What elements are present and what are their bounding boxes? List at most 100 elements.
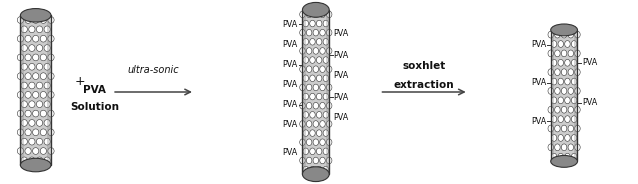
Ellipse shape bbox=[306, 84, 312, 91]
Ellipse shape bbox=[548, 88, 554, 94]
Text: ultra-sonic: ultra-sonic bbox=[128, 65, 179, 75]
Ellipse shape bbox=[17, 35, 24, 42]
Ellipse shape bbox=[29, 45, 35, 52]
Bar bbox=[20, 15, 51, 165]
Ellipse shape bbox=[572, 78, 577, 85]
Ellipse shape bbox=[33, 54, 39, 61]
Ellipse shape bbox=[558, 116, 563, 123]
Ellipse shape bbox=[327, 66, 332, 72]
Ellipse shape bbox=[36, 101, 43, 108]
Ellipse shape bbox=[44, 138, 50, 145]
Ellipse shape bbox=[320, 48, 325, 54]
Ellipse shape bbox=[548, 69, 554, 76]
Ellipse shape bbox=[25, 35, 31, 42]
Ellipse shape bbox=[25, 148, 31, 154]
Ellipse shape bbox=[40, 91, 47, 98]
Ellipse shape bbox=[558, 41, 563, 47]
Text: soxhlet: soxhlet bbox=[403, 61, 446, 71]
Ellipse shape bbox=[36, 157, 43, 164]
Ellipse shape bbox=[568, 69, 574, 76]
Ellipse shape bbox=[44, 63, 50, 70]
Bar bbox=[551, 30, 577, 161]
Ellipse shape bbox=[17, 148, 24, 154]
Ellipse shape bbox=[306, 29, 312, 36]
Ellipse shape bbox=[21, 26, 27, 33]
Ellipse shape bbox=[33, 35, 39, 42]
Ellipse shape bbox=[320, 121, 325, 127]
Ellipse shape bbox=[323, 57, 329, 63]
Ellipse shape bbox=[33, 110, 39, 117]
Ellipse shape bbox=[316, 166, 322, 173]
Ellipse shape bbox=[302, 167, 329, 182]
Ellipse shape bbox=[313, 84, 318, 91]
Ellipse shape bbox=[33, 73, 39, 79]
Ellipse shape bbox=[548, 125, 554, 132]
Ellipse shape bbox=[565, 59, 570, 66]
Ellipse shape bbox=[561, 31, 567, 38]
Ellipse shape bbox=[300, 48, 305, 54]
Ellipse shape bbox=[303, 38, 309, 45]
Ellipse shape bbox=[44, 82, 50, 89]
Bar bbox=[302, 10, 329, 174]
Ellipse shape bbox=[309, 38, 315, 45]
Ellipse shape bbox=[313, 48, 318, 54]
Ellipse shape bbox=[327, 84, 332, 91]
Ellipse shape bbox=[44, 101, 50, 108]
Ellipse shape bbox=[44, 120, 50, 126]
Ellipse shape bbox=[33, 148, 39, 154]
Ellipse shape bbox=[48, 73, 54, 79]
Ellipse shape bbox=[551, 153, 557, 160]
Ellipse shape bbox=[565, 78, 570, 85]
Ellipse shape bbox=[568, 88, 574, 94]
Ellipse shape bbox=[306, 48, 312, 54]
Ellipse shape bbox=[25, 17, 31, 23]
Ellipse shape bbox=[313, 121, 318, 127]
Ellipse shape bbox=[551, 97, 557, 104]
Text: PVA: PVA bbox=[582, 98, 597, 107]
Text: PVA: PVA bbox=[531, 78, 546, 87]
Ellipse shape bbox=[548, 31, 554, 38]
Ellipse shape bbox=[309, 166, 315, 173]
Ellipse shape bbox=[572, 116, 577, 123]
Ellipse shape bbox=[551, 59, 557, 66]
Ellipse shape bbox=[303, 112, 309, 118]
Ellipse shape bbox=[17, 17, 24, 23]
Ellipse shape bbox=[21, 101, 27, 108]
Ellipse shape bbox=[21, 157, 27, 164]
Ellipse shape bbox=[300, 66, 305, 72]
Text: PVA: PVA bbox=[283, 60, 298, 69]
Ellipse shape bbox=[320, 139, 325, 146]
Ellipse shape bbox=[300, 102, 305, 109]
Ellipse shape bbox=[558, 78, 563, 85]
Ellipse shape bbox=[575, 106, 580, 113]
Ellipse shape bbox=[309, 130, 315, 136]
Ellipse shape bbox=[572, 153, 577, 160]
Text: PVA: PVA bbox=[531, 40, 546, 49]
Ellipse shape bbox=[551, 155, 577, 167]
Ellipse shape bbox=[17, 110, 24, 117]
Ellipse shape bbox=[36, 138, 43, 145]
Ellipse shape bbox=[300, 157, 305, 164]
Ellipse shape bbox=[313, 102, 318, 109]
Text: extraction: extraction bbox=[394, 80, 454, 90]
Ellipse shape bbox=[300, 11, 305, 18]
Ellipse shape bbox=[48, 110, 54, 117]
Ellipse shape bbox=[316, 20, 322, 27]
Ellipse shape bbox=[572, 59, 577, 66]
Ellipse shape bbox=[575, 31, 580, 38]
Ellipse shape bbox=[554, 69, 560, 76]
Text: PVA: PVA bbox=[531, 117, 546, 126]
Ellipse shape bbox=[551, 41, 557, 47]
Ellipse shape bbox=[25, 54, 31, 61]
Ellipse shape bbox=[48, 54, 54, 61]
Text: PVA: PVA bbox=[334, 113, 349, 122]
Ellipse shape bbox=[25, 73, 31, 79]
Ellipse shape bbox=[29, 138, 35, 145]
Ellipse shape bbox=[300, 139, 305, 146]
Ellipse shape bbox=[25, 110, 31, 117]
Ellipse shape bbox=[29, 120, 35, 126]
Ellipse shape bbox=[316, 75, 322, 82]
Ellipse shape bbox=[551, 135, 557, 141]
Ellipse shape bbox=[300, 121, 305, 127]
Ellipse shape bbox=[565, 135, 570, 141]
